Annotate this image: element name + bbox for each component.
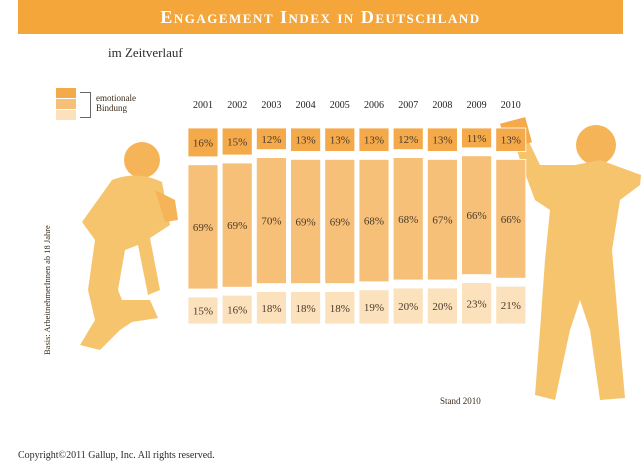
- bar-geringe: [221, 162, 253, 288]
- bar-hohe: [187, 127, 219, 158]
- legend-description: emotionale: [96, 93, 136, 103]
- bar-keine: [495, 285, 527, 325]
- chart-title: Engagement Index in Deutschland: [160, 6, 481, 27]
- data-label: 19%: [364, 302, 384, 314]
- legend-bracket: [80, 92, 91, 118]
- data-label: 18%: [261, 303, 281, 315]
- bar-geringe: [495, 158, 527, 279]
- data-label: 70%: [261, 216, 281, 228]
- data-label: 16%: [227, 305, 247, 317]
- copyright-text: Copyright©2011 Gallup, Inc. All rights r…: [18, 450, 215, 461]
- data-label: 18%: [296, 303, 316, 315]
- bar-geringe: [255, 157, 287, 285]
- year-label: 2007: [398, 100, 418, 111]
- bar-geringe: [324, 158, 356, 284]
- year-label: 2003: [261, 100, 281, 111]
- bar-keine: [426, 287, 458, 325]
- bar-geringe: [187, 164, 219, 290]
- legend-swatch: [56, 99, 76, 109]
- year-label: 2004: [296, 100, 316, 111]
- bar-hohe: [358, 127, 390, 152]
- data-label: 68%: [398, 214, 418, 226]
- data-label: 66%: [501, 214, 521, 226]
- data-label: 18%: [330, 303, 350, 315]
- data-label: 68%: [364, 216, 384, 228]
- legend-description: Bindung: [96, 103, 128, 113]
- data-label: 12%: [398, 134, 418, 146]
- data-label: 69%: [330, 217, 350, 229]
- title-bar: Engagement Index in Deutschland: [18, 0, 623, 34]
- data-label: 13%: [501, 135, 521, 147]
- data-label: 15%: [227, 137, 247, 149]
- data-label: 69%: [227, 220, 247, 232]
- bar-geringe: [426, 158, 458, 281]
- data-label: 69%: [296, 217, 316, 229]
- bar-geringe: [392, 157, 424, 281]
- year-label: 2005: [330, 100, 350, 111]
- data-label: 13%: [296, 135, 316, 147]
- year-label: 2008: [432, 100, 452, 111]
- bar-geringe: [290, 158, 322, 284]
- data-label: 13%: [330, 135, 350, 147]
- data-label: 13%: [364, 135, 384, 147]
- legend-swatch: [56, 88, 76, 98]
- bar-hohe: [290, 127, 322, 152]
- stand-note: Stand 2010: [440, 396, 481, 406]
- bar-hohe: [324, 127, 356, 152]
- year-label: 2002: [227, 100, 247, 111]
- chart-marks: 2001 16% 69% 15% 2002 15% 69% 16% 2003 12% 70% 18% 2…: [187, 100, 527, 325]
- year-label: 2006: [364, 100, 384, 111]
- bar-keine: [187, 296, 219, 325]
- left-person-figure: [80, 142, 178, 350]
- data-label: 16%: [193, 137, 213, 149]
- data-label: 23%: [467, 298, 487, 310]
- data-label: 67%: [432, 215, 452, 227]
- bar-keine: [392, 287, 424, 325]
- data-label: 11%: [467, 133, 487, 145]
- bar-geringe: [358, 158, 390, 283]
- bar-hohe: [495, 127, 527, 152]
- basis-note: Basis: ArbeitnehmerInnen ab 18 Jahre: [42, 225, 52, 355]
- bar-keine: [461, 282, 493, 325]
- data-label: 69%: [193, 222, 213, 234]
- legend-swatch: [56, 110, 76, 120]
- data-label: 20%: [398, 301, 418, 313]
- bar-keine: [290, 291, 322, 325]
- bar-hohe: [221, 127, 253, 156]
- bar-geringe: [461, 155, 493, 276]
- bar-hohe: [392, 127, 424, 151]
- bar-keine: [358, 289, 390, 325]
- bar-keine: [324, 291, 356, 325]
- year-label: 2009: [467, 100, 487, 111]
- data-label: 66%: [467, 210, 487, 222]
- data-label: 20%: [432, 301, 452, 313]
- chart-subtitle: im Zeitverlauf: [108, 45, 183, 60]
- bar-keine: [255, 291, 287, 325]
- year-label: 2010: [501, 100, 521, 111]
- year-label: 2001: [193, 100, 213, 111]
- bar-hohe: [461, 127, 493, 149]
- data-label: 15%: [193, 306, 213, 318]
- bar-keine: [221, 294, 253, 325]
- bar-hohe: [426, 127, 458, 152]
- data-label: 13%: [432, 135, 452, 147]
- data-label: 12%: [261, 134, 281, 146]
- data-label: 21%: [501, 300, 521, 312]
- bar-hohe: [255, 127, 287, 151]
